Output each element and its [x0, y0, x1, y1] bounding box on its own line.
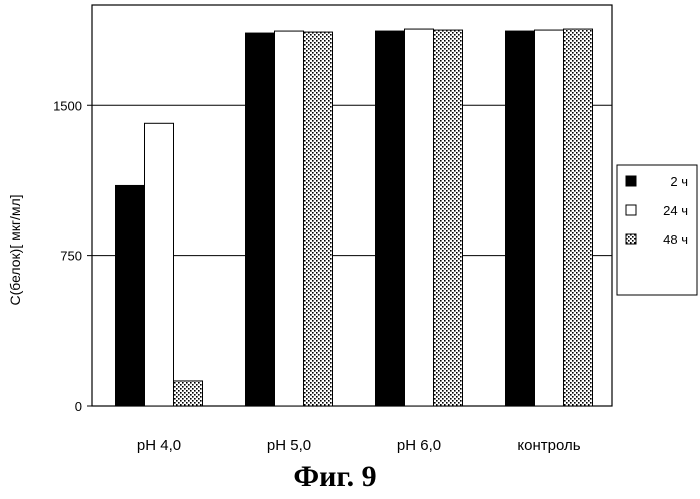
x-axis-categories: pH 4,0 pH 5,0 pH 6,0 контроль	[137, 437, 581, 454]
bar	[564, 29, 593, 406]
x-category-label: pH 5,0	[267, 437, 311, 454]
y-tick-label: 0	[75, 399, 82, 414]
legend-label: 24 ч	[663, 203, 688, 218]
legend-label: 2 ч	[670, 174, 688, 189]
y-axis-title: С(белок)[ мкг/мл]	[7, 194, 23, 305]
bar	[535, 30, 564, 406]
bar	[304, 32, 333, 406]
x-category-label: pH 6,0	[397, 437, 441, 454]
bar	[246, 33, 275, 406]
legend-swatch	[626, 234, 636, 244]
bar	[145, 123, 174, 406]
legend: 2 ч 24 ч 48 ч	[617, 165, 697, 295]
bar	[506, 31, 535, 406]
bar	[174, 381, 203, 406]
bar	[116, 185, 145, 406]
figure-caption: Фиг. 9	[293, 460, 376, 493]
bar	[376, 31, 405, 406]
bar	[275, 31, 304, 406]
y-tick-label: 1500	[53, 98, 82, 113]
legend-swatch	[626, 176, 636, 186]
legend-label: 48 ч	[663, 232, 688, 247]
bar	[405, 29, 434, 406]
y-axis-ticks: 0 750 1500	[53, 98, 92, 414]
legend-swatch	[626, 205, 636, 215]
x-category-label: pH 4,0	[137, 437, 181, 454]
bars	[116, 29, 593, 406]
bar	[434, 30, 463, 406]
x-category-label: контроль	[517, 437, 580, 454]
y-tick-label: 750	[60, 249, 82, 264]
